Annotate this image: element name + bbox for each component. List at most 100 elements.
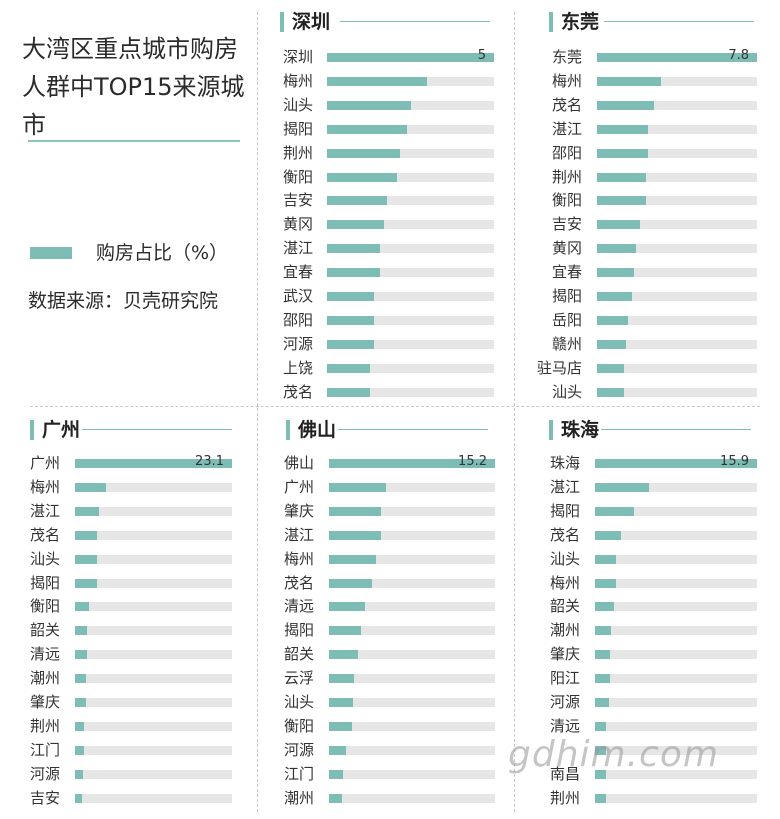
category-label: 南昌 <box>549 764 580 783</box>
bar-track <box>329 769 495 779</box>
bar-track <box>75 626 232 636</box>
category-label: 珠海 <box>549 454 580 472</box>
bar-track <box>595 602 757 612</box>
bar-track <box>329 721 495 731</box>
panel-accent-bar <box>549 12 553 32</box>
bar-track <box>327 339 494 349</box>
bar <box>329 482 386 492</box>
bar-track <box>327 387 494 397</box>
bar <box>595 745 607 755</box>
bar <box>329 506 382 516</box>
chart-title: 广州 <box>42 419 81 441</box>
bar <box>329 530 382 540</box>
bar-track <box>327 268 494 278</box>
bar <box>329 650 359 660</box>
category-label: 岳阳 <box>551 310 582 329</box>
category-label: 深圳 <box>282 48 313 66</box>
bar-track <box>327 363 494 373</box>
bar-track <box>329 530 495 540</box>
bar-track <box>597 196 757 206</box>
bar <box>595 506 634 516</box>
bar-track <box>597 76 757 86</box>
bar-track <box>75 793 232 803</box>
bar-track <box>595 626 757 636</box>
category-label: 衡阳 <box>551 191 582 210</box>
bar-track <box>595 650 757 660</box>
bar <box>329 554 376 564</box>
bar-track <box>597 172 757 182</box>
bar-track <box>329 482 495 492</box>
category-label: 吉安 <box>282 191 313 210</box>
category-label: 荆州 <box>282 143 313 162</box>
chart-title-rule <box>601 429 751 430</box>
bar <box>329 793 343 803</box>
bar <box>595 530 622 540</box>
bar <box>329 721 352 731</box>
bar <box>597 100 655 110</box>
bar-track <box>595 554 757 564</box>
bar-track <box>329 602 495 612</box>
bar <box>75 793 83 803</box>
bar <box>75 554 97 564</box>
bar-track <box>75 506 232 516</box>
category-label: 吉安 <box>29 788 60 807</box>
bar-track <box>75 602 232 612</box>
bar <box>329 626 361 636</box>
bar-track <box>329 506 495 516</box>
bar-track <box>595 721 757 731</box>
bar-track <box>597 148 757 158</box>
chart-title: 东莞 <box>561 11 600 33</box>
bar-track <box>327 76 494 86</box>
category-label: 潮州 <box>29 669 60 688</box>
category-label: 揭阳 <box>283 621 314 640</box>
bar-track <box>75 459 232 468</box>
bar <box>75 698 86 707</box>
chart-title-rule <box>340 21 490 22</box>
data-source: 数据来源：贝壳研究院 <box>28 290 219 312</box>
bar-track <box>595 459 757 468</box>
chart-title-rule <box>338 429 488 430</box>
bar-track <box>327 196 494 206</box>
category-label: 揭阳 <box>282 119 313 138</box>
bar-track <box>329 626 495 636</box>
bar-track <box>595 482 757 492</box>
bar-track <box>75 650 232 660</box>
category-label: 宜春 <box>282 263 313 282</box>
bar-track <box>327 315 494 325</box>
bar-track <box>597 53 757 62</box>
bar-track <box>595 530 757 540</box>
bar <box>597 172 647 182</box>
category-label: 广州 <box>29 454 60 472</box>
category-label: 韶关 <box>549 597 580 616</box>
category-label: 湛江 <box>29 501 60 520</box>
bar-track <box>329 650 495 660</box>
bar <box>329 602 366 612</box>
category-label: 黄冈 <box>551 239 582 258</box>
chart-title: 深圳 <box>292 11 331 33</box>
bar <box>329 459 495 468</box>
bar-track <box>595 745 757 755</box>
category-label: 驻马店 <box>536 358 582 377</box>
bar-track <box>597 124 757 134</box>
bar-track <box>595 578 757 588</box>
bar <box>75 745 84 755</box>
bar-track <box>75 698 232 707</box>
bar-track <box>597 268 757 278</box>
bar-track <box>597 220 757 230</box>
category-label: 河源 <box>29 764 60 783</box>
bar-track <box>327 100 494 110</box>
bar <box>327 172 398 182</box>
category-label: 揭阳 <box>551 287 582 305</box>
bar <box>329 769 344 779</box>
bar-track <box>595 769 757 779</box>
bar <box>595 674 611 684</box>
bar <box>595 626 612 636</box>
bar <box>75 650 88 660</box>
category-label: 邵阳 <box>551 143 582 162</box>
category-label: 梅州 <box>282 71 313 90</box>
bar-track <box>329 698 495 707</box>
bar <box>75 626 88 636</box>
bar <box>597 148 649 158</box>
bar <box>75 674 86 684</box>
bar <box>595 578 617 588</box>
